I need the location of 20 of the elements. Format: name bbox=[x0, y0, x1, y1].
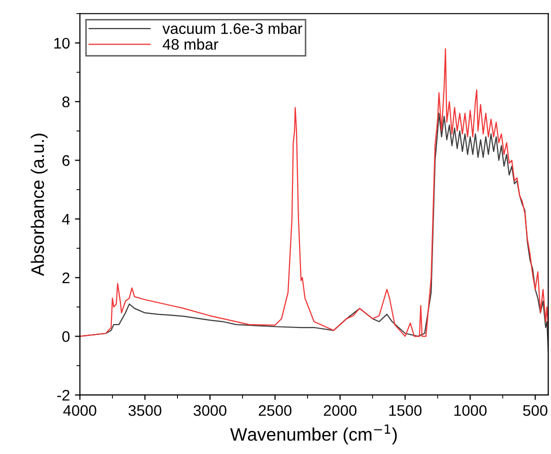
x-tick-label: 500 bbox=[523, 405, 548, 416]
y-axis-title: Absorbance (a.u.) bbox=[30, 134, 48, 276]
x-tick-label: 2500 bbox=[258, 405, 292, 416]
line-series bbox=[80, 48, 548, 337]
y-tick-label: 10 bbox=[54, 38, 70, 49]
y-tick-label: 4 bbox=[62, 214, 70, 225]
x-axis-title: Wavenumber (cm$^{−1}$) bbox=[230, 424, 397, 444]
y-tick-label: -2 bbox=[57, 390, 70, 401]
y-tick-label: 8 bbox=[62, 96, 70, 108]
legend-label: vacuum 1.6e-3 mbar bbox=[162, 22, 302, 34]
x-tick-label: 1500 bbox=[389, 405, 422, 416]
x-tick-label: 1000 bbox=[454, 405, 487, 416]
legend-label: 48 mbar bbox=[162, 38, 218, 50]
y-tick-label: 2 bbox=[62, 272, 70, 284]
x-tick-label: 2000 bbox=[324, 405, 356, 416]
x-tick-label: 3500 bbox=[128, 405, 162, 416]
x-tick-label: 3000 bbox=[194, 405, 226, 416]
y-tick-label: 6 bbox=[62, 155, 70, 166]
x-tick-label: 4000 bbox=[63, 405, 96, 416]
y-tick-label: 0 bbox=[62, 331, 70, 342]
